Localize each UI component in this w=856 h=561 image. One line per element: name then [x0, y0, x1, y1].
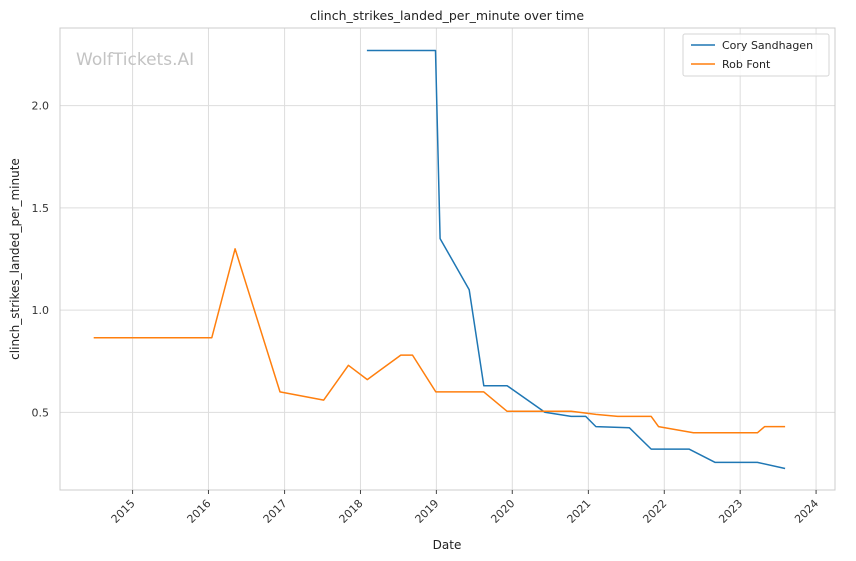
y-tick-label-0.5: 0.5: [32, 406, 50, 419]
x-tick-label-2021: 2021: [565, 497, 594, 526]
watermark: WolfTickets.AI: [76, 50, 194, 70]
series-lines: [93, 49, 786, 470]
x-axis-label: Date: [433, 538, 462, 552]
x-tick-label-2016: 2016: [185, 497, 214, 526]
x-tick-label-2024: 2024: [792, 497, 821, 526]
legend-box: [682, 33, 830, 77]
x-tick-label-2019: 2019: [413, 497, 442, 526]
y-tick-label-2.0: 2.0: [32, 100, 50, 113]
x-tick-label-2015: 2015: [109, 497, 138, 526]
x-tick-label-2017: 2017: [261, 497, 290, 526]
x-tick-label-2023: 2023: [716, 497, 745, 526]
plot-frame: [59, 27, 836, 491]
y-axis-label: clinch_strikes_landed_per_minute: [8, 158, 22, 360]
chart-title: clinch_strikes_landed_per_minute over ti…: [310, 8, 584, 23]
x-tick-label-2018: 2018: [337, 497, 366, 526]
legend-label-rob-font: Rob Font: [722, 58, 771, 71]
legend: Cory Sandhagen Rob Font: [682, 33, 830, 77]
series-line-cory-sandhagen: [366, 49, 786, 470]
y-tick-label-1.5: 1.5: [32, 202, 50, 215]
grid: [60, 28, 835, 490]
x-tick-label-2020: 2020: [488, 497, 517, 526]
legend-label-cory-sandhagen: Cory Sandhagen: [722, 39, 813, 52]
x-tick-label-2022: 2022: [640, 497, 669, 526]
y-tick-label-1.0: 1.0: [32, 304, 50, 317]
series-line-rob-font: [93, 248, 786, 434]
y-axis: 0.5 1.0 1.5 2.0: [32, 100, 50, 420]
x-axis: 2015 2016 2017 2018 2019 2020 2021 2022 2023 2024: [109, 490, 821, 526]
